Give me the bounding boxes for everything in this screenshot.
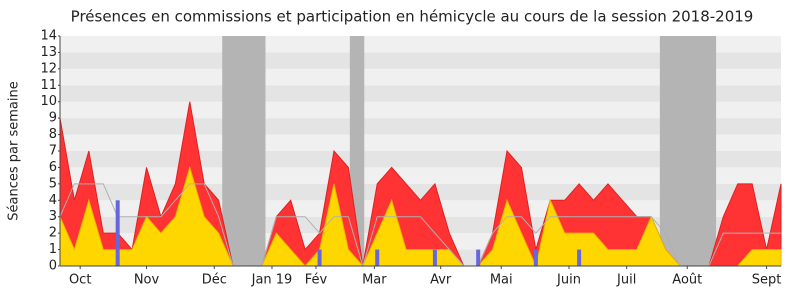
y-tick-label: 10 [40, 94, 57, 109]
y-tick-label: 1 [49, 242, 57, 257]
median-line [59, 183, 781, 268]
question-bar [375, 249, 380, 266]
question-bar [317, 249, 322, 266]
chart-title: Présences en commissions et participatio… [71, 8, 754, 26]
y-tick-label: 6 [49, 160, 57, 175]
y-tick-label: 4 [49, 193, 57, 208]
x-tick-label: Mar [362, 273, 387, 288]
y-tick-label: 2 [49, 226, 57, 241]
question-bar [115, 200, 120, 266]
y-tick-label: 11 [40, 78, 57, 93]
y-tick-label: 9 [49, 111, 57, 126]
x-tick-label: Avr [430, 273, 452, 288]
question-bar [533, 249, 538, 266]
x-tick-label: Mai [490, 273, 513, 288]
y-axis-label: Séances par semaine [7, 81, 22, 220]
x-tick-label: Juin [556, 273, 581, 288]
x-tick-label: Août [672, 273, 702, 288]
x-tick-label: Nov [134, 273, 160, 288]
question-bar [577, 249, 582, 266]
question-bar [476, 249, 481, 266]
y-tick-label: 5 [49, 176, 57, 191]
x-tick-label: Déc [202, 273, 227, 288]
y-tick-label: 14 [40, 29, 57, 44]
x-tick-label: Jan 19 [251, 273, 293, 288]
y-tick-label: 0 [49, 259, 57, 274]
x-tick-label: Sept [752, 273, 782, 288]
x-tick-label: Oct [69, 273, 91, 288]
y-tick-label: 8 [49, 127, 57, 142]
y-tick-label: 12 [40, 61, 57, 76]
y-tick-label: 7 [49, 144, 57, 159]
vacation-band [659, 36, 717, 266]
y-tick-label: 13 [40, 45, 57, 60]
vacation-band [222, 36, 266, 266]
y-tick-label: 3 [49, 209, 57, 224]
x-tick-label: Juil [616, 273, 636, 288]
question-bar [432, 249, 437, 266]
x-tick-label: Fév [305, 273, 328, 288]
